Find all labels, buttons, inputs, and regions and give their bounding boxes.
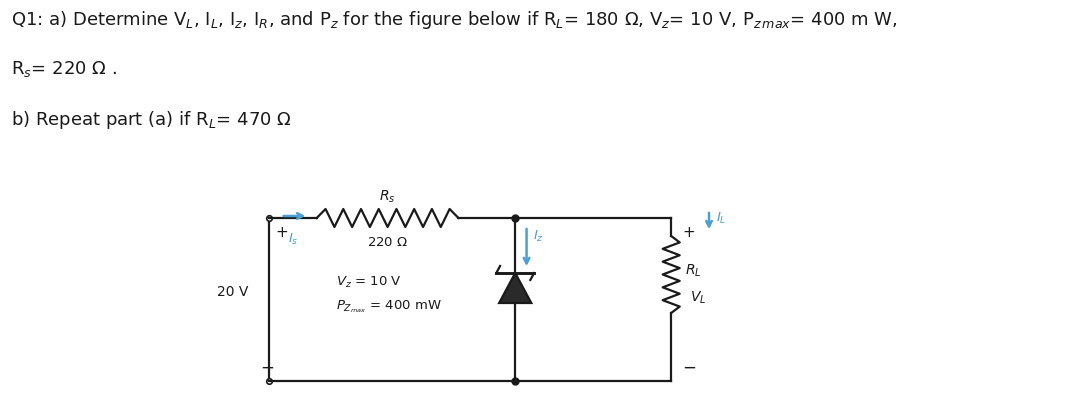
Text: +: + — [683, 225, 696, 240]
Text: $R_s$: $R_s$ — [379, 188, 396, 204]
Text: $R_L$: $R_L$ — [686, 262, 702, 278]
Text: $I_s$: $I_s$ — [287, 231, 298, 247]
Polygon shape — [499, 273, 531, 303]
Text: +: + — [275, 225, 288, 240]
Text: 20 V: 20 V — [217, 285, 248, 299]
Text: b) Repeat part (a) if R$_{L}$= 470 $\Omega$: b) Repeat part (a) if R$_{L}$= 470 $\Ome… — [12, 109, 292, 131]
Text: $V_z$ = 10 V: $V_z$ = 10 V — [336, 275, 402, 290]
Text: R$_{s}$= 220 $\Omega$ .: R$_{s}$= 220 $\Omega$ . — [12, 59, 118, 79]
Text: −: − — [260, 358, 274, 376]
Text: Q1: a) Determine V$_{L}$, I$_{L}$, I$_{z}$, I$_{R}$, and P$_{z}$ for the figure : Q1: a) Determine V$_{L}$, I$_{L}$, I$_{z… — [12, 9, 899, 31]
Text: $P_{Z_{max}}$ = 400 mW: $P_{Z_{max}}$ = 400 mW — [336, 298, 442, 314]
Text: −: − — [683, 358, 697, 376]
Text: $I_z$: $I_z$ — [534, 228, 544, 244]
Text: $V_L$: $V_L$ — [690, 289, 706, 305]
Text: $I_L$: $I_L$ — [716, 211, 726, 225]
Text: 220 $\Omega$: 220 $\Omega$ — [367, 235, 408, 248]
